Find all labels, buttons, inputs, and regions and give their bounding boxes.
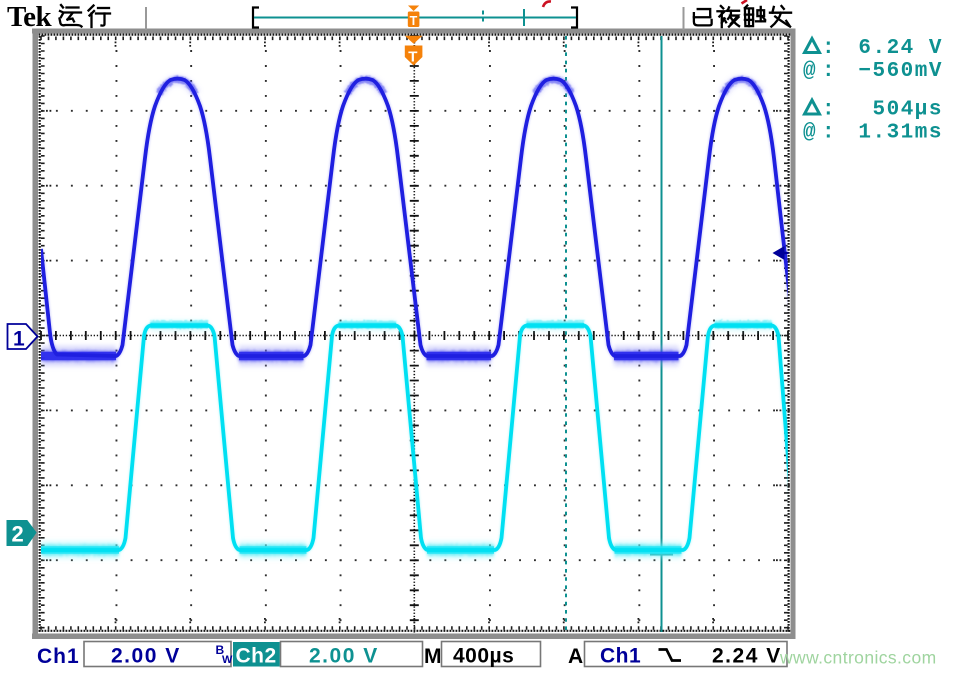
svg-text:2: 2 — [12, 522, 24, 547]
svg-text:T: T — [410, 14, 418, 28]
svg-text:504µs: 504µs — [872, 99, 943, 122]
svg-text:6.24 V: 6.24 V — [858, 37, 943, 60]
svg-text:W: W — [222, 654, 233, 666]
svg-text:@: @ — [803, 122, 816, 145]
svg-text:2.00 V: 2.00 V — [309, 645, 379, 668]
svg-text:−560mV: −560mV — [858, 60, 943, 83]
svg-text:2.24 V: 2.24 V — [712, 645, 782, 668]
svg-text:M: M — [424, 645, 442, 668]
svg-text:www.cntronics.com: www.cntronics.com — [779, 648, 937, 668]
svg-text::: : — [822, 37, 835, 60]
svg-text:2.00 V: 2.00 V — [111, 645, 181, 668]
svg-text:400µs: 400µs — [453, 645, 514, 668]
svg-text:B: B — [216, 643, 225, 657]
svg-text:1: 1 — [13, 328, 25, 351]
svg-text:T: T — [408, 49, 417, 66]
svg-text:1.31ms: 1.31ms — [858, 122, 943, 145]
svg-text::: : — [822, 60, 835, 83]
svg-text:Ch1: Ch1 — [600, 645, 641, 668]
svg-text:Tek: Tek — [7, 1, 53, 33]
svg-text:Ch1: Ch1 — [37, 645, 80, 668]
svg-text:@: @ — [803, 60, 816, 83]
svg-text::: : — [822, 122, 835, 145]
svg-text::: : — [822, 99, 835, 122]
svg-text:A: A — [568, 645, 583, 668]
svg-text:Ch2: Ch2 — [236, 645, 277, 668]
